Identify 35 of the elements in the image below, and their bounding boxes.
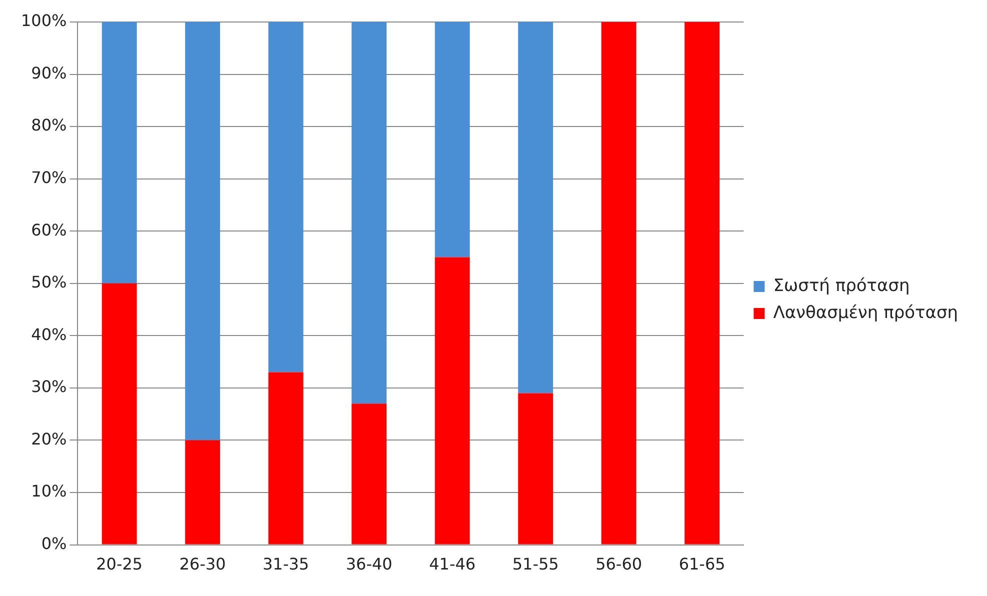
- y-tick-label: 90%: [31, 63, 67, 82]
- bar: [434, 22, 470, 258]
- x-tick-label: 61-65: [678, 554, 726, 574]
- bar: [268, 372, 304, 544]
- bar: [518, 393, 554, 544]
- y-tick-label: 60%: [31, 220, 67, 240]
- legend-label: Λανθασμένη πρόταση: [773, 302, 958, 323]
- y-tick-label: 20%: [31, 429, 67, 448]
- legend-label: Σωστή πρόταση: [773, 276, 910, 296]
- bar: [185, 22, 220, 440]
- bar: [684, 22, 720, 544]
- bar: [268, 22, 304, 372]
- bar: [518, 22, 554, 394]
- y-tick-label: 10%: [31, 482, 67, 501]
- x-tick-label: 36-40: [346, 554, 392, 574]
- y-tick-label: 30%: [31, 377, 67, 396]
- x-tick-label: 56-60: [596, 554, 642, 574]
- x-tick-label: 20-25: [96, 554, 143, 574]
- bar: [601, 22, 636, 544]
- bar: [434, 257, 470, 544]
- bar: [102, 283, 137, 544]
- y-tick-label: 80%: [31, 116, 67, 135]
- x-tick-label: 31-35: [262, 554, 310, 574]
- y-tick-label: 40%: [31, 324, 67, 344]
- y-tick-label: 50%: [31, 272, 67, 292]
- x-tick-label: 51-55: [512, 554, 559, 574]
- y-tick-label: 70%: [31, 168, 67, 187]
- x-tick-label: 41-46: [429, 554, 476, 574]
- x-tick-label: 26-30: [179, 554, 226, 574]
- bar: [352, 404, 387, 544]
- bar: [352, 22, 387, 404]
- bar: [102, 22, 137, 284]
- y-tick-label: 100%: [20, 11, 67, 30]
- y-tick-label: 0%: [41, 534, 67, 553]
- bar: [185, 440, 220, 544]
